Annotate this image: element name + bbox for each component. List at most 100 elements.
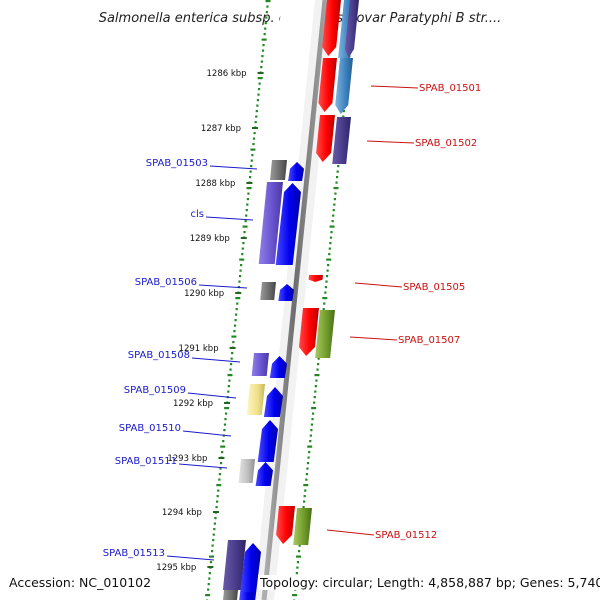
- genome-summary-text: Topology: circular; Length: 4,858,887 bp…: [258, 575, 600, 590]
- gene-label-left[interactable]: SPAB_01509: [124, 385, 186, 396]
- cds-arrow[interactable]: [257, 420, 278, 462]
- gc-dot-left: [242, 225, 248, 228]
- gc-dot-left: [205, 594, 211, 597]
- gene-label-left[interactable]: SPAB_01503: [146, 158, 208, 169]
- gc-dot-right: [310, 429, 313, 432]
- gene-label-left[interactable]: SPAB_01508: [128, 350, 190, 361]
- gc-dot-right: [298, 544, 301, 547]
- ruler-tick: [212, 511, 219, 513]
- gc-dot-left: [209, 555, 215, 558]
- gene-label-right[interactable]: SPAB_01507: [398, 335, 460, 346]
- ruler-tick: [246, 182, 253, 184]
- gc-dot-left: [220, 445, 226, 448]
- gc-dot-left: [253, 132, 256, 135]
- gc-dot-left: [265, 16, 268, 19]
- gc-dot-left: [215, 506, 218, 509]
- cds-arrow[interactable]: [345, 0, 359, 58]
- cds-arrow[interactable]: [318, 58, 337, 112]
- gc-dot-left: [261, 55, 264, 58]
- cds-arrow[interactable]: [255, 462, 273, 486]
- ruler-tick: [240, 237, 247, 239]
- gc-dot-right: [317, 357, 320, 360]
- gene-label-right[interactable]: SPAB_01505: [403, 282, 465, 293]
- gc-dot-left: [247, 192, 250, 195]
- gc-dot-left: [217, 489, 220, 492]
- cds-arrow[interactable]: [299, 308, 319, 356]
- ruler-label: 1294 kbp: [162, 508, 202, 518]
- ruler-tick: [251, 127, 258, 129]
- gene-label-right[interactable]: SPAB_01502: [415, 138, 477, 149]
- cds-arrow[interactable]: [258, 182, 283, 264]
- gc-dot-right: [322, 308, 325, 311]
- cds-arrow[interactable]: [275, 183, 301, 265]
- gc-dot-right: [307, 456, 310, 459]
- gc-dot-left: [216, 500, 219, 503]
- cds-arrow[interactable]: [223, 590, 238, 600]
- gc-dot-left: [208, 572, 211, 575]
- gc-dot-right: [296, 561, 300, 564]
- gc-dot-left: [261, 38, 267, 41]
- cds-arrow[interactable]: [222, 540, 246, 590]
- cds-arrow[interactable]: [251, 353, 269, 376]
- cds-arrow[interactable]: [315, 310, 335, 358]
- gene-label-right[interactable]: SPAB_01512: [375, 530, 437, 541]
- cds-arrow[interactable]: [335, 58, 353, 114]
- gc-dot-left: [219, 462, 223, 465]
- gc-dot-right: [328, 247, 331, 250]
- cds-arrow[interactable]: [239, 543, 261, 600]
- cds-arrow[interactable]: [278, 284, 294, 301]
- gc-dot-left: [266, 5, 269, 8]
- cds-arrow[interactable]: [308, 275, 324, 282]
- gc-dot-left: [214, 517, 217, 520]
- cds-arrow[interactable]: [332, 117, 351, 164]
- gc-dot-right: [314, 390, 317, 393]
- cds-arrow[interactable]: [246, 384, 265, 415]
- cds-arrow[interactable]: [240, 592, 254, 600]
- gene-label-left[interactable]: SPAB_01511: [115, 456, 177, 467]
- gene-label-right[interactable]: SPAB_01501: [419, 83, 481, 94]
- gc-dot-right: [303, 484, 309, 487]
- gene-label-left[interactable]: SPAB_01513: [103, 548, 165, 559]
- cds-arrow[interactable]: [293, 508, 312, 545]
- cds-arrow[interactable]: [322, 0, 341, 56]
- leader-line: [370, 85, 419, 89]
- cds-arrow[interactable]: [260, 282, 276, 300]
- gc-dot-left: [265, 11, 268, 14]
- gc-dot-right: [302, 506, 305, 509]
- gc-dot-left: [254, 121, 257, 124]
- cds-arrow[interactable]: [288, 162, 304, 181]
- gc-dot-left: [235, 308, 238, 311]
- gc-dot-left: [227, 390, 230, 393]
- gc-dot-left: [216, 484, 222, 487]
- cds-arrow[interactable]: [270, 160, 287, 180]
- gc-dot-right: [296, 555, 302, 558]
- gc-dot-left: [218, 478, 221, 481]
- gc-dot-left: [229, 368, 232, 371]
- leader-line: [209, 165, 258, 170]
- cds-arrow[interactable]: [238, 459, 255, 483]
- gc-dot-left: [213, 528, 216, 531]
- gc-dot-right: [308, 451, 311, 454]
- cds-arrow[interactable]: [269, 356, 287, 378]
- gc-dot-left: [246, 187, 252, 190]
- leader-line: [354, 282, 403, 288]
- gc-dot-left: [224, 407, 230, 410]
- gc-dot-right: [325, 280, 328, 283]
- cds-arrow[interactable]: [316, 115, 335, 162]
- leader-line: [366, 140, 415, 144]
- gc-dot-left: [252, 137, 256, 140]
- gc-dot-left: [257, 88, 261, 91]
- leader-line: [191, 357, 241, 363]
- gc-dot-left: [209, 561, 213, 564]
- ruler-label: 1293 kbp: [167, 454, 207, 464]
- cds-arrow[interactable]: [276, 506, 295, 544]
- gc-dot-right: [329, 242, 332, 245]
- gc-dot-right: [329, 236, 333, 239]
- gc-dot-right: [305, 478, 308, 481]
- gene-label-left[interactable]: SPAB_01506: [135, 277, 197, 288]
- gene-label-left[interactable]: cls: [191, 209, 205, 220]
- gc-dot-right: [296, 566, 299, 569]
- cds-arrow[interactable]: [263, 387, 283, 417]
- gene-label-left[interactable]: SPAB_01510: [119, 423, 181, 434]
